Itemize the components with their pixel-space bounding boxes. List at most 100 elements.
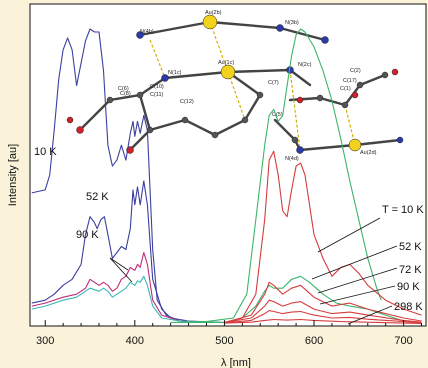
label-em-T10K: T = 10 K [382, 204, 424, 216]
x-axis-label: λ [nm] [221, 357, 251, 368]
x-tick-label: 400 [126, 335, 144, 347]
series-line-emission-72k [224, 299, 422, 324]
atom-label: N(1c) [168, 70, 182, 76]
bond [298, 143, 357, 152]
pointer-72K [317, 267, 398, 294]
nitrogen-atom [161, 74, 169, 82]
pointer-90K-em [319, 285, 396, 305]
atom-label: Au(2b) [205, 10, 222, 16]
atom-label: C(17) [343, 78, 357, 84]
aurophilic-contact [209, 21, 229, 73]
carbon-atom [181, 116, 189, 124]
atom-label: C(11) [150, 92, 164, 98]
gold-atom [348, 138, 362, 152]
label-ex-52K: 52 K [86, 191, 109, 203]
atom-label: N(4d) [285, 156, 299, 162]
series-line-emission-52k [170, 275, 404, 324]
pointer-52K [311, 245, 398, 280]
series-line-excitation-90k [31, 275, 225, 324]
bond [278, 26, 327, 42]
bond [138, 20, 212, 37]
oxygen-atom [351, 91, 359, 99]
aurophilic-contact [227, 71, 246, 121]
y-axis-label: Intensity [au] [7, 144, 19, 206]
oxygen-atom [391, 68, 399, 76]
atom-label: N(4b) [140, 29, 154, 35]
bond [213, 118, 247, 137]
atom-label: C(1) [340, 86, 351, 92]
atom-label: N(3b) [285, 20, 299, 26]
bond [148, 118, 187, 132]
carbon-atom [211, 131, 219, 139]
annotation-pointers [109, 217, 398, 325]
label-em-298K: 298 K [394, 301, 423, 313]
bond [208, 20, 282, 30]
x-tick-label: 500 [215, 335, 233, 347]
bond [108, 93, 142, 102]
carbon-atom [316, 94, 324, 102]
gold-atom [220, 64, 236, 80]
series-line-excitation-72k [31, 251, 225, 324]
pointer-90K-b [109, 257, 133, 283]
series-line-excitation-52k [31, 180, 225, 324]
label-ex-90K: 90 K [76, 229, 99, 241]
nitrogen-atom [396, 136, 404, 144]
x-tick-label: 600 [305, 335, 323, 347]
bond [288, 96, 322, 102]
bond [353, 138, 402, 147]
carbon-atom [136, 91, 144, 99]
series-line-emission-298k [224, 318, 422, 324]
carbon-atom [341, 101, 349, 109]
plot-background [30, 4, 426, 326]
oxygen-atom [296, 96, 304, 104]
carbon-atom [256, 91, 264, 99]
crystal-structure-inset: N(4b) Au(2b) N(3b) N(1c) Au(1c) C(10) C(11) C(1… [66, 10, 404, 162]
bond [163, 70, 230, 80]
atom-label: N(2c) [298, 62, 312, 68]
atom-label: C(6) [118, 86, 129, 92]
atom-label: C(2) [350, 68, 361, 74]
axes-frame [29, 3, 427, 327]
bond [226, 68, 292, 74]
label-em-72K: 72 K [399, 264, 422, 276]
series-line-emission-52k [224, 281, 422, 324]
atom-label: C(12) [180, 99, 194, 105]
series-line-emission-t10k [224, 150, 422, 324]
label-ex-10K: 10 K [34, 146, 57, 158]
nitrogen-atom [276, 24, 284, 32]
carbon-atom [381, 71, 389, 79]
bond [243, 93, 262, 122]
bond [138, 93, 152, 132]
atom-label: Au(2d) [360, 150, 377, 156]
carbon-atom [356, 81, 364, 89]
bond [288, 68, 312, 87]
series-line-excitation-10k [31, 28, 225, 324]
oxygen-atom [76, 126, 84, 134]
aurophilic-contact [289, 69, 301, 151]
series-line-emission-10k [170, 28, 382, 324]
nitrogen-atom [136, 31, 144, 39]
atom-label: C(10) [150, 84, 164, 90]
gold-atom [202, 14, 218, 30]
label-em-52K: 52 K [399, 241, 422, 253]
carbon-atom [241, 116, 249, 124]
aurophilic-contact [344, 104, 356, 146]
x-tick-labels: 300 400 500 600 700 [36, 335, 413, 347]
atom-label: C(8) [120, 91, 131, 97]
atom-label: C(5) [272, 112, 283, 118]
bond [138, 76, 167, 97]
series-layer [31, 28, 422, 324]
carbon-atom [106, 96, 114, 104]
x-tick-label: 300 [36, 335, 54, 347]
atom-label: C(7) [268, 80, 279, 86]
nitrogen-atom [296, 146, 304, 154]
plot-border [29, 3, 427, 327]
bond [358, 73, 387, 87]
series-line-emission-90k [224, 310, 422, 324]
bond [183, 118, 217, 137]
bond [128, 128, 152, 152]
carbon-atom [291, 136, 299, 144]
bond [273, 118, 297, 142]
